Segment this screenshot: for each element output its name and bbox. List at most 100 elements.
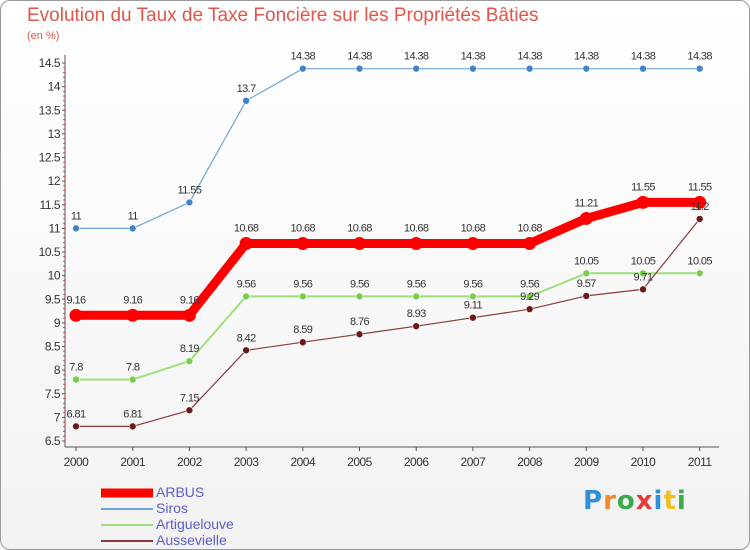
x-tick-label: 2009 — [574, 455, 600, 469]
data-point-siros — [128, 224, 137, 233]
data-label-siros: 14.38 — [404, 51, 429, 63]
data-point-siros — [695, 64, 704, 73]
data-point-siros — [639, 64, 647, 73]
data-point-artiguelouve — [185, 357, 194, 365]
y-tick-label: 9 — [54, 316, 61, 330]
data-label-siros: 11 — [128, 210, 139, 222]
data-point-artiguelouve — [695, 269, 704, 278]
data-point-arbus — [69, 308, 83, 322]
data-label-aussevielle: 9.71 — [633, 271, 652, 283]
data-label-arbus: 9.16 — [123, 294, 142, 306]
data-point-arbus — [579, 211, 593, 225]
series-line-arbus — [71, 197, 705, 320]
data-label-aussevielle: 9.29 — [520, 291, 539, 303]
y-tick-label: 12.5 — [39, 151, 61, 165]
data-point-aussevielle — [72, 422, 80, 431]
data-point-aussevielle — [298, 338, 307, 347]
data-point-siros — [242, 97, 250, 105]
data-point-artiguelouve — [355, 292, 364, 301]
x-tick-label: 2001 — [120, 455, 146, 469]
data-point-siros — [185, 198, 194, 207]
data-point-aussevielle — [582, 292, 591, 300]
data-point-siros — [355, 64, 364, 73]
data-point-artiguelouve — [469, 292, 477, 301]
data-label-siros: 14.38 — [291, 51, 316, 63]
data-label-artiguelouve: 9.56 — [293, 278, 312, 290]
x-tick-label: 2000 — [64, 455, 90, 469]
data-point-aussevielle — [242, 346, 250, 355]
data-label-artiguelouve: 9.56 — [407, 278, 426, 290]
data-label-artiguelouve: 10.05 — [687, 255, 712, 267]
y-tick-label: 12 — [48, 174, 61, 188]
data-point-siros — [412, 64, 421, 73]
data-label-aussevielle: 8.59 — [293, 324, 312, 336]
data-label-siros: 11 — [71, 210, 82, 222]
data-point-artiguelouve — [298, 292, 307, 301]
data-label-siros: 14.38 — [347, 51, 372, 63]
data-label-artiguelouve: 7.8 — [126, 362, 140, 374]
data-point-arbus — [182, 308, 196, 322]
data-label-artiguelouve: 10.05 — [574, 255, 599, 267]
x-tick-label: 2006 — [404, 455, 430, 469]
data-point-siros — [469, 64, 477, 73]
data-point-arbus — [693, 195, 707, 209]
y-tick-label: 13 — [48, 127, 61, 141]
legend-label-artiguelouve: Artiguelouve — [156, 516, 234, 532]
y-tick-label: 13.5 — [39, 103, 61, 117]
data-point-arbus — [353, 236, 366, 250]
data-point-aussevielle — [639, 285, 647, 294]
x-tick-label: 2002 — [177, 455, 203, 469]
data-label-arbus: 9.16 — [180, 294, 199, 306]
data-label-siros: 13.7 — [237, 83, 256, 95]
y-tick-label: 14.5 — [39, 56, 61, 70]
data-label-aussevielle: 8.93 — [407, 308, 426, 320]
series-line-aussevielle — [75, 218, 701, 427]
proxiti-logo[interactable]: Proxiti — [583, 486, 687, 516]
legend-swatch-arbus — [101, 488, 153, 498]
y-tick-label: 14 — [48, 80, 61, 94]
y-tick-label: 8 — [54, 363, 61, 377]
data-label-aussevielle: 9.11 — [464, 300, 483, 312]
series-line-artiguelouve — [75, 272, 701, 381]
data-point-aussevielle — [128, 422, 137, 431]
data-label-siros: 14.38 — [574, 51, 599, 63]
data-label-aussevielle: 11.2 — [691, 201, 710, 213]
data-point-siros — [525, 64, 534, 73]
unit-label: (en %) — [27, 30, 60, 42]
data-label-aussevielle: 7.15 — [180, 392, 199, 404]
legend-label-arbus: ARBUS — [156, 484, 205, 500]
data-label-siros: 14.38 — [461, 51, 486, 63]
legend-swatch-aussevielle — [101, 540, 153, 542]
data-label-siros: 14.38 — [517, 51, 542, 63]
data-point-artiguelouve — [582, 269, 591, 278]
legend-swatch-artiguelouve — [101, 524, 153, 526]
y-tick-label: 7.5 — [45, 387, 61, 401]
data-label-siros: 14.38 — [687, 51, 712, 63]
x-tick-label: 2004 — [290, 455, 316, 469]
data-point-siros — [582, 64, 591, 73]
y-tick-label: 11 — [49, 221, 61, 235]
data-label-aussevielle: 9.57 — [577, 278, 596, 290]
data-point-siros — [298, 64, 307, 73]
y-tick-label: 6.5 — [45, 434, 61, 448]
y-tick-label: 8.5 — [45, 340, 61, 354]
logo-letter: i — [653, 486, 664, 516]
data-label-siros: 11.55 — [178, 184, 202, 196]
legend-label-aussevielle: Aussevielle — [156, 532, 227, 548]
data-label-artiguelouve: 9.56 — [463, 278, 482, 290]
data-label-arbus: 11.55 — [631, 181, 655, 193]
data-point-artiguelouve — [412, 292, 421, 301]
logo-letter: i — [676, 486, 687, 516]
data-point-artiguelouve — [72, 375, 80, 384]
data-label-arbus: 10.68 — [347, 222, 372, 234]
logo-letter: x — [635, 486, 654, 516]
data-point-arbus — [296, 236, 310, 250]
x-tick-label: 2010 — [631, 455, 657, 469]
x-tick-label: 2007 — [461, 455, 487, 469]
y-tick-label: 10 — [48, 269, 61, 283]
data-label-artiguelouve: 9.56 — [350, 278, 369, 290]
data-label-artiguelouve: 7.8 — [69, 362, 83, 374]
data-label-arbus: 10.68 — [234, 222, 259, 234]
data-point-arbus — [523, 236, 537, 250]
